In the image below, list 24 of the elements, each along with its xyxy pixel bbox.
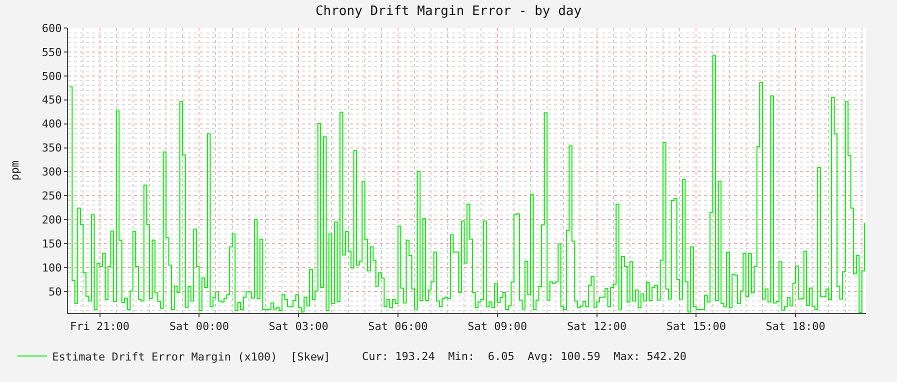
y-tick-label: 100 (42, 261, 62, 274)
y-tick-label: 350 (42, 142, 62, 155)
x-tick-label: Fri 21:00 (70, 320, 130, 334)
x-tick-label: Sat 06:00 (368, 320, 428, 334)
y-tick-label: 450 (42, 94, 62, 107)
x-tick-label: Sat 00:00 (169, 320, 229, 334)
x-tick-label: Sat 09:00 (468, 320, 528, 334)
chart-title: Chrony Drift Margin Error - by day (315, 4, 582, 19)
y-tick-label: 150 (42, 237, 62, 250)
y-tick-label: 600 (42, 22, 62, 35)
y-tick-label: 250 (42, 190, 62, 202)
y-tick-label: 300 (42, 166, 62, 179)
y-tick-label: 500 (42, 70, 62, 83)
y-tick-label: 550 (42, 46, 62, 59)
text: Cur: 193.24 Min: 6.05 Avg: 100.59 Max: 542.20 (362, 350, 687, 363)
y-tick-label: 50 (48, 285, 62, 298)
x-tick-label: Sat 12:00 (566, 320, 627, 334)
y-tick-label: 400 (42, 118, 62, 131)
legend-label: Estimate Drift Error Margin (x100) [Skew] (52, 350, 330, 364)
y-tick-label: 200 (42, 213, 62, 226)
y-axis-title: ppm (8, 160, 22, 180)
x-tick-label: Sat 03:00 (268, 320, 328, 334)
x-tick-label: Sat 18:00 (766, 320, 826, 334)
x-tick-label: Sat 15:00 (666, 320, 726, 334)
